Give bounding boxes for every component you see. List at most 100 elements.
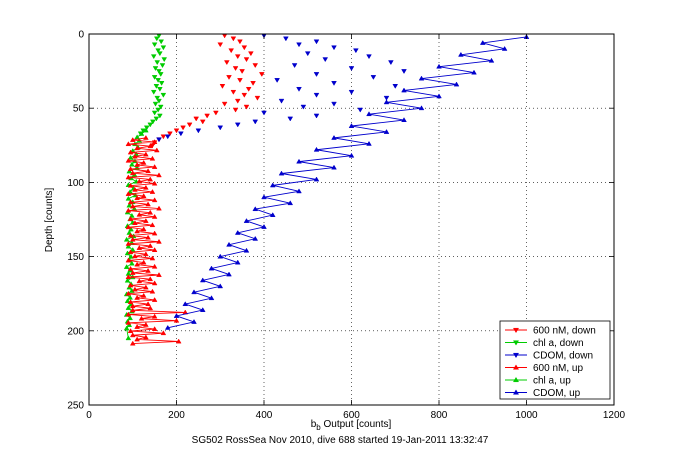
data-point — [156, 272, 162, 277]
x-tick-label: 200 — [168, 410, 185, 421]
data-point — [164, 134, 171, 140]
data-point — [147, 276, 154, 282]
data-point — [152, 66, 159, 72]
data-point — [149, 155, 156, 161]
data-point — [125, 311, 132, 317]
data-point — [150, 119, 156, 125]
data-point — [250, 81, 256, 86]
data-point — [269, 212, 276, 217]
y-axis-label: Depth [counts] — [44, 188, 55, 253]
x-tick-label: 1000 — [515, 410, 538, 421]
data-point — [143, 151, 149, 157]
data-point — [258, 72, 265, 77]
data-point — [140, 193, 147, 198]
data-point — [153, 116, 160, 122]
data-point — [156, 172, 162, 178]
data-point — [161, 57, 168, 63]
data-point — [143, 134, 149, 140]
data-point — [126, 168, 133, 174]
data-point — [136, 278, 143, 284]
data-point — [243, 57, 250, 63]
legend-box — [499, 320, 611, 400]
data-point — [159, 63, 166, 69]
data-point — [147, 176, 154, 182]
data-point — [132, 153, 138, 159]
data-point — [245, 86, 252, 92]
data-point — [153, 36, 160, 42]
data-point — [125, 319, 132, 325]
data-point — [147, 243, 154, 248]
data-point — [151, 263, 158, 269]
x-axis-label: bb Output [counts] — [311, 419, 392, 432]
data-point — [313, 72, 320, 77]
data-point — [150, 89, 157, 95]
data-point — [127, 154, 134, 160]
data-point — [182, 301, 189, 307]
data-point — [191, 319, 197, 324]
data-point — [154, 60, 161, 66]
x-tick-label: 800 — [431, 410, 448, 421]
data-point — [331, 164, 337, 170]
data-point — [132, 286, 138, 292]
data-point — [300, 104, 307, 110]
data-point — [151, 326, 158, 331]
data-point — [132, 220, 138, 225]
data-point — [134, 195, 140, 201]
data-point — [145, 168, 151, 174]
data-point — [230, 89, 237, 95]
data-point — [296, 188, 302, 194]
data-point — [143, 334, 149, 340]
data-point — [234, 259, 241, 265]
data-point — [157, 72, 164, 77]
data-point — [156, 137, 162, 143]
data-point — [152, 101, 159, 107]
data-point — [155, 107, 161, 113]
data-point — [123, 325, 130, 331]
data-point — [129, 340, 136, 346]
data-point — [156, 98, 162, 104]
data-point — [241, 45, 248, 51]
data-point — [243, 104, 250, 110]
x-tick-label: 600 — [343, 410, 360, 421]
data-point — [147, 143, 154, 149]
data-point — [232, 66, 239, 72]
data-point — [173, 128, 180, 134]
data-point — [157, 113, 163, 119]
data-point — [129, 203, 136, 209]
data-point — [313, 176, 320, 182]
data-point — [129, 137, 136, 142]
data-point — [226, 241, 232, 247]
data-point — [156, 69, 162, 74]
data-point — [239, 69, 245, 74]
data-point — [357, 107, 364, 113]
data-point — [383, 99, 390, 105]
data-point — [138, 315, 145, 321]
data-point — [199, 119, 206, 125]
data-point — [151, 297, 158, 302]
data-point — [140, 226, 147, 232]
data-point — [313, 92, 320, 98]
data-point — [366, 54, 372, 60]
data-point — [208, 265, 215, 271]
data-point — [125, 207, 132, 213]
data-point — [132, 253, 138, 259]
data-point — [313, 113, 320, 119]
data-point — [125, 305, 132, 310]
data-point — [129, 307, 136, 313]
data-point — [261, 224, 267, 229]
data-point — [221, 101, 228, 107]
data-point — [167, 131, 173, 137]
data-point — [370, 75, 377, 80]
data-point — [143, 218, 149, 223]
data-point — [125, 157, 132, 163]
data-point — [331, 45, 337, 51]
data-point — [304, 51, 311, 57]
data-point — [164, 324, 171, 330]
data-point — [313, 146, 320, 152]
data-point — [217, 283, 224, 289]
data-point — [134, 161, 140, 167]
data-point — [129, 236, 136, 242]
data-point — [149, 189, 156, 194]
data-point — [151, 110, 158, 116]
